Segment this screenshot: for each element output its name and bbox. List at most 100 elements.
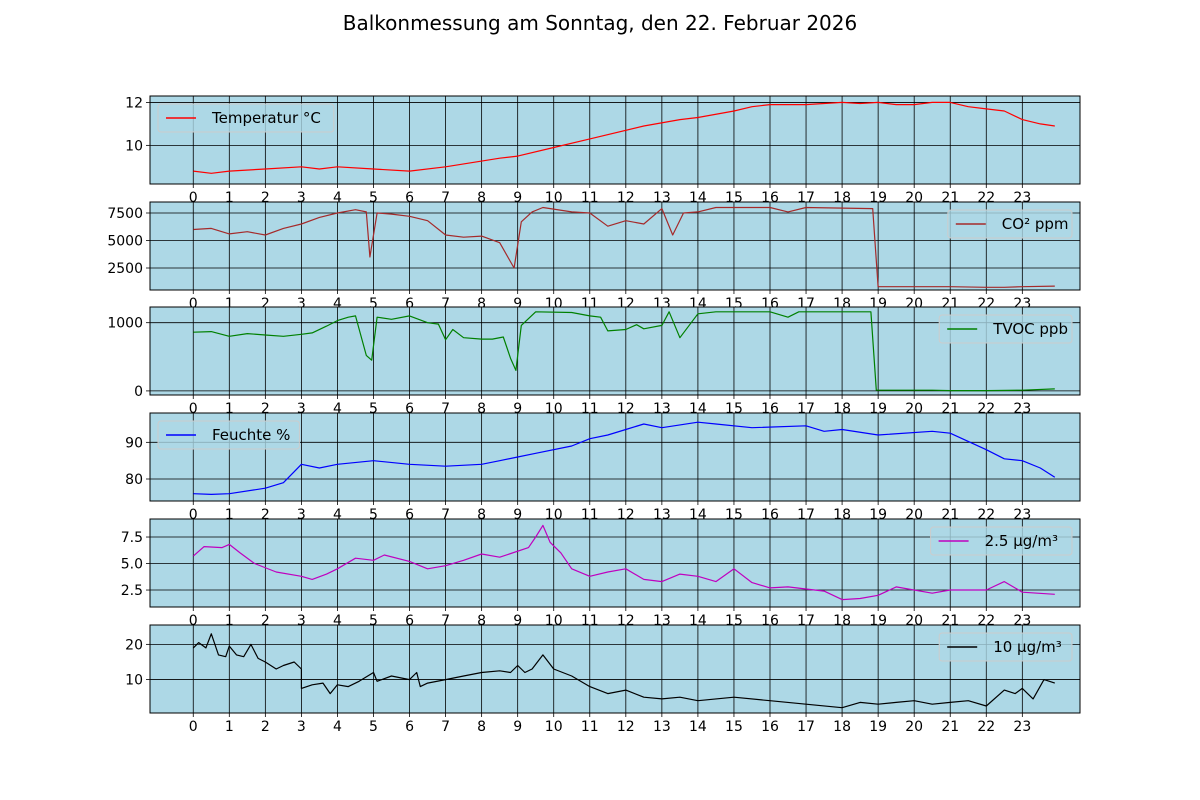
legend-box <box>938 314 1073 344</box>
x-tick-label: 9 <box>513 401 522 417</box>
x-tick-label: 3 <box>297 190 306 206</box>
y-tick-label: 0 <box>134 384 143 400</box>
y-tick-label: 90 <box>125 435 143 451</box>
legend-box <box>157 420 300 450</box>
x-tick-label: 7 <box>441 507 450 523</box>
x-tick-label: 16 <box>761 719 779 735</box>
x-tick-label: 2 <box>261 507 270 523</box>
x-tick-label: 2 <box>261 719 270 735</box>
x-tick-label: 0 <box>189 507 198 523</box>
x-tick-label: 2 <box>261 296 270 312</box>
x-tick-label: 0 <box>189 296 198 312</box>
legend-label: 2.5 µg/m³ <box>985 532 1058 550</box>
series-line-co2 <box>193 206 1055 288</box>
panel-co2: 0 1 2 3 4 5 6 7 8 9 10 11 12 13 14 15 16 17 18 19 20 21 22 2325… <box>107 201 1081 312</box>
x-tick-label: 4 <box>333 507 342 523</box>
plot-area-humidity <box>150 413 1080 501</box>
legend-pm10: 10 µg/m³ <box>938 632 1073 662</box>
x-tick-label: 5 <box>369 507 378 523</box>
axes-frame-pm10 <box>149 624 1081 714</box>
axes-frame-co2 <box>149 201 1081 291</box>
y-tick-label: 5000 <box>107 234 143 250</box>
x-tick-label: 1 <box>225 296 234 312</box>
figure-title: Balkonmessung am Sonntag, den 22. Februa… <box>342 11 858 35</box>
x-tick-label: 1 <box>225 507 234 523</box>
x-tick-label: 14 <box>689 719 707 735</box>
x-tick-label: 20 <box>905 719 923 735</box>
y-tick-label: 2.5 <box>121 583 143 599</box>
legend-tvoc: TVOC ppb <box>938 314 1073 344</box>
x-tick-label: 1 <box>225 719 234 735</box>
x-tick-label: 7 <box>441 296 450 312</box>
x-tick-label: 9 <box>513 296 522 312</box>
x-tick-label: 8 <box>477 401 486 417</box>
panel-tvoc: 0 1 2 3 4 5 6 7 8 9 10 11 12 13 14 15 16 17 18 19 20 21 22 2301… <box>107 306 1081 417</box>
axes-frame-temperature <box>149 95 1081 185</box>
series-line-humidity <box>193 421 1056 495</box>
legend-co2: CO² ppm <box>947 209 1073 239</box>
x-tick-label: 0 <box>189 190 198 206</box>
x-tick-label: 8 <box>477 613 486 629</box>
x-tick-label: 4 <box>333 401 342 417</box>
x-tick-label: 6 <box>405 507 414 523</box>
x-tick-label: 3 <box>297 401 306 417</box>
plot-area-pm10 <box>150 625 1080 713</box>
x-tick-label: 5 <box>369 190 378 206</box>
x-tick-label: 4 <box>333 296 342 312</box>
legend-label: Feuchte % <box>212 426 290 444</box>
x-tick-label: 0 <box>189 401 198 417</box>
series-line-pm10 <box>192 633 1055 709</box>
x-tick-label: 6 <box>405 719 414 735</box>
x-tick-label: 11 <box>581 719 599 735</box>
plot-area-tvoc <box>150 307 1080 395</box>
legend-label: 10 µg/m³ <box>993 638 1062 656</box>
x-tick-label: 18 <box>833 719 851 735</box>
x-tick-label: 0 <box>189 613 198 629</box>
y-tick-label: 80 <box>125 472 143 488</box>
x-tick-label: 9 <box>513 719 522 735</box>
legend-box <box>930 526 1073 556</box>
x-tick-label: 6 <box>405 401 414 417</box>
y-tick-label: 1000 <box>107 316 143 332</box>
x-tick-label: 7 <box>441 401 450 417</box>
x-tick-label: 2 <box>261 401 270 417</box>
panel-temperature: 0 1 2 3 4 5 6 7 8 9 10 11 12 13 14 15 16 17 18 19 20 21 22 2310… <box>125 95 1081 206</box>
plot-area-co2 <box>150 202 1080 290</box>
x-tick-label: 13 <box>653 719 671 735</box>
series-line-pm25 <box>192 524 1055 601</box>
panel-pm10: 0 1 2 3 4 5 6 7 8 9 10 11 12 13 14 15 16 17 18 19 20 21 22 2310… <box>125 624 1081 735</box>
x-tick-label: 7 <box>441 613 450 629</box>
series-line-temperature <box>193 101 1055 174</box>
x-tick-label: 7 <box>441 190 450 206</box>
y-tick-label: 10 <box>125 138 143 154</box>
y-tick-label: 7500 <box>107 206 143 222</box>
x-tick-label: 6 <box>405 296 414 312</box>
x-tick-label: 8 <box>477 296 486 312</box>
legend-label: TVOC ppb <box>992 320 1068 338</box>
x-tick-label: 2 <box>261 190 270 206</box>
x-tick-label: 12 <box>617 719 635 735</box>
panel-humidity: 0 1 2 3 4 5 6 7 8 9 10 11 12 13 14 15 16 17 18 19 20 21 22 2380… <box>125 412 1081 523</box>
x-tick-label: 9 <box>513 613 522 629</box>
series-line-tvoc <box>193 311 1055 392</box>
x-tick-label: 23 <box>1013 719 1031 735</box>
x-tick-label: 15 <box>725 719 743 735</box>
panel-pm25: 0 1 2 3 4 5 6 7 8 9 10 11 12 13 14 15 16 17 18 19 20 21 22 232.… <box>121 518 1081 629</box>
legend-humidity: Feuchte % <box>157 420 300 450</box>
legend-temperature: Temperatur °C <box>157 103 335 133</box>
x-tick-label: 4 <box>333 190 342 206</box>
x-tick-label: 9 <box>513 507 522 523</box>
y-tick-label: 2500 <box>107 261 143 277</box>
x-tick-label: 0 <box>189 719 198 735</box>
legend-label: CO² ppm <box>1002 215 1069 233</box>
legend-box <box>157 103 335 133</box>
x-tick-label: 3 <box>297 719 306 735</box>
x-tick-label: 1 <box>225 613 234 629</box>
x-tick-label: 3 <box>297 507 306 523</box>
x-tick-label: 5 <box>369 296 378 312</box>
y-tick-label: 10 <box>125 673 143 689</box>
x-tick-label: 8 <box>477 507 486 523</box>
x-tick-label: 8 <box>477 190 486 206</box>
x-tick-label: 3 <box>297 296 306 312</box>
